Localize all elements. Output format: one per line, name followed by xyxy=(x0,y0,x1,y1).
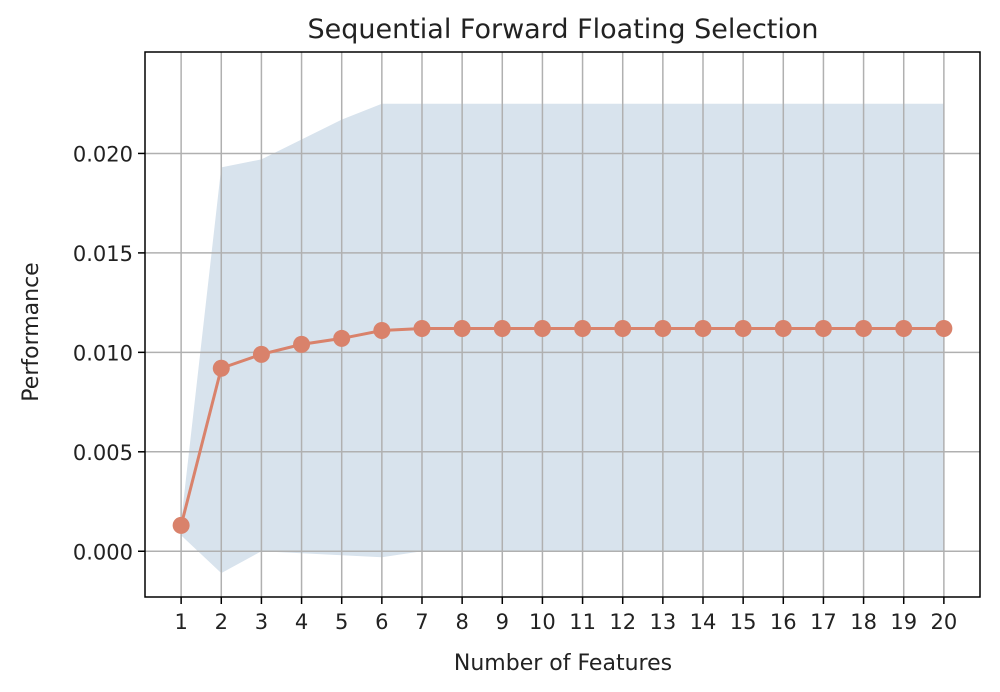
x-tick-label: 2 xyxy=(215,610,228,634)
data-point xyxy=(413,319,431,337)
data-point xyxy=(373,321,391,339)
data-point xyxy=(935,319,953,337)
data-point xyxy=(694,319,712,337)
data-point xyxy=(614,319,632,337)
confidence-band xyxy=(181,103,944,574)
x-tick-label: 20 xyxy=(931,610,958,634)
x-tick-label: 5 xyxy=(335,610,348,634)
data-point xyxy=(574,319,592,337)
x-tick-label: 17 xyxy=(810,610,837,634)
plot-area xyxy=(144,51,981,598)
x-tick-label: 11 xyxy=(569,610,596,634)
data-point xyxy=(212,359,230,377)
x-tick-label: 10 xyxy=(529,610,556,634)
x-tick-label: 4 xyxy=(295,610,308,634)
x-tick-label: 18 xyxy=(850,610,877,634)
data-point xyxy=(293,335,311,353)
y-tick-label: 0.010 xyxy=(73,341,133,365)
y-tick-label: 0.020 xyxy=(73,142,133,166)
x-tick-label: 14 xyxy=(690,610,717,634)
data-point xyxy=(533,319,551,337)
data-point xyxy=(172,516,190,534)
x-tick-label: 1 xyxy=(174,610,187,634)
x-tick-label: 6 xyxy=(375,610,388,634)
x-tick-label: 7 xyxy=(415,610,428,634)
x-axis-label: Number of Features xyxy=(454,651,672,676)
data-point xyxy=(774,319,792,337)
x-tick-label: 3 xyxy=(255,610,268,634)
y-tick-label: 0.000 xyxy=(73,540,133,564)
y-tick-label: 0.005 xyxy=(73,441,133,465)
y-axis: 0.000 0.005 0.010 0.015 0.020 xyxy=(73,142,145,564)
x-axis: 1 2 3 4 5 6 7 8 9 10 11 12 13 14 15 16 17 18 19 20 xyxy=(174,597,957,634)
x-tick-label: 13 xyxy=(649,610,676,634)
data-point xyxy=(734,319,752,337)
data-point xyxy=(814,319,832,337)
x-tick-label: 15 xyxy=(730,610,757,634)
x-tick-label: 19 xyxy=(890,610,917,634)
x-tick-label: 16 xyxy=(770,610,797,634)
y-axis-label: Performance xyxy=(19,262,44,401)
x-tick-label: 8 xyxy=(455,610,468,634)
axes-frame xyxy=(144,51,981,598)
data-point xyxy=(895,319,913,337)
data-point xyxy=(493,319,511,337)
x-tick-label: 9 xyxy=(496,610,509,634)
y-tick-label: 0.015 xyxy=(73,242,133,266)
chart-title: Sequential Forward Floating Selection xyxy=(307,14,818,45)
data-point xyxy=(855,319,873,337)
data-point xyxy=(252,345,270,363)
data-point xyxy=(654,319,672,337)
data-point xyxy=(333,329,351,347)
data-point xyxy=(453,319,471,337)
x-tick-label: 12 xyxy=(609,610,636,634)
